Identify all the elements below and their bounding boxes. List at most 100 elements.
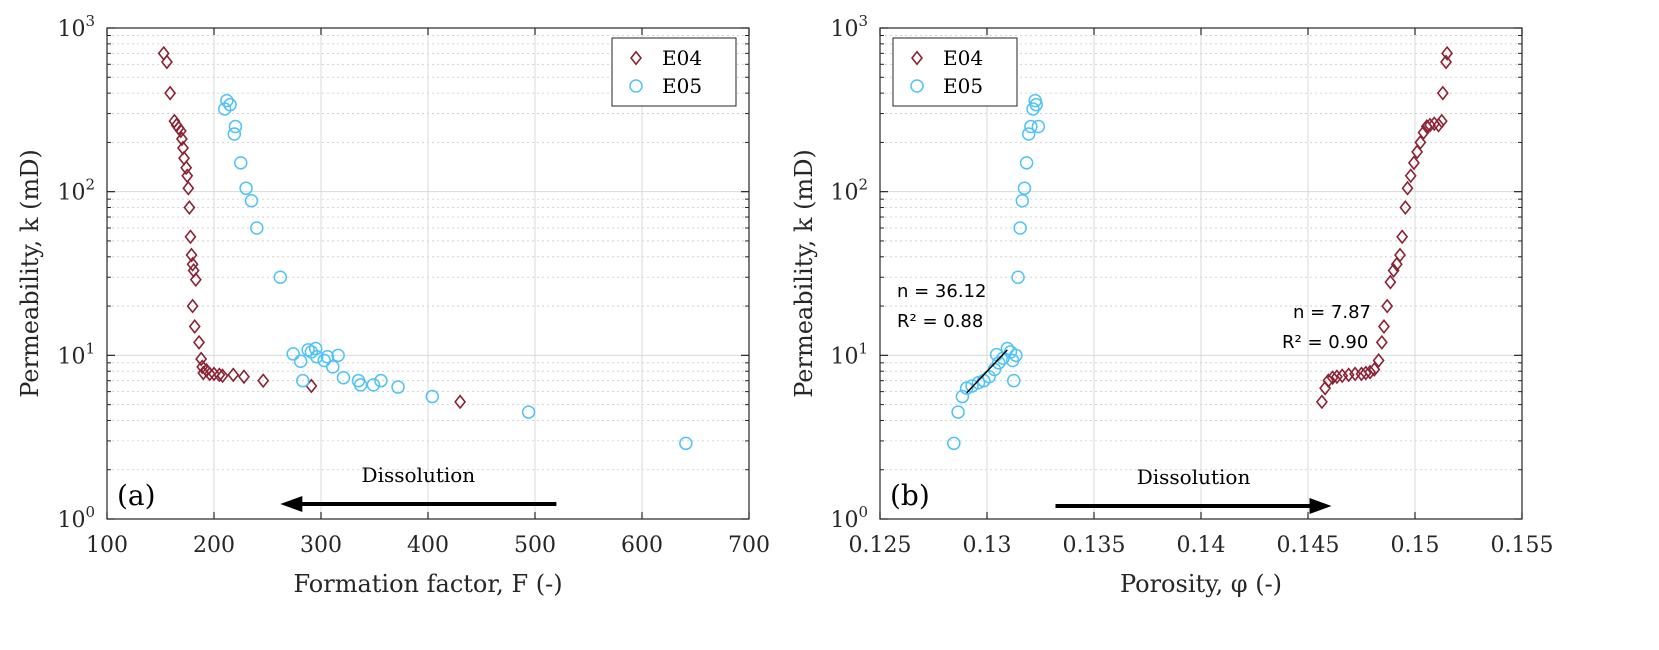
data-point bbox=[185, 247, 198, 263]
legend-entry-e04: E04 bbox=[943, 46, 983, 70]
data-point bbox=[237, 369, 250, 385]
data-point bbox=[228, 119, 243, 134]
data-point bbox=[1396, 229, 1409, 245]
x-tick-label: 0.13 bbox=[963, 533, 1012, 558]
data-point bbox=[1435, 113, 1448, 129]
data-point bbox=[1019, 156, 1034, 170]
series-e05 bbox=[947, 93, 1046, 451]
data-point bbox=[374, 373, 388, 388]
data-point bbox=[1394, 247, 1407, 263]
x-tick-label: 0.135 bbox=[1063, 533, 1126, 558]
data-point bbox=[257, 373, 270, 389]
data-point bbox=[296, 373, 310, 388]
y-axis: 100 101 102 103 bbox=[830, 12, 1522, 533]
data-point bbox=[1315, 394, 1328, 410]
panel-b-porosity: 0.125 0.13 0.135 0.14 0.145 0.15 0.15510010110… bbox=[790, 12, 1553, 598]
x-tick-label: 100 bbox=[86, 533, 128, 558]
data-point bbox=[1031, 119, 1046, 134]
legend-entry-e05: E05 bbox=[943, 74, 983, 98]
x-tick-label: 0.125 bbox=[849, 533, 912, 558]
legend-entry-e04: E04 bbox=[662, 46, 702, 70]
legend-marker bbox=[630, 50, 642, 66]
data-point bbox=[1399, 200, 1412, 216]
data-point bbox=[181, 168, 194, 184]
data-point bbox=[1423, 117, 1436, 133]
x-axis-label: Formation factor, F (-) bbox=[293, 570, 562, 598]
data-point bbox=[1436, 85, 1449, 101]
fit-n-label: n = 36.12 bbox=[897, 281, 986, 302]
data-point bbox=[186, 256, 199, 272]
data-point bbox=[308, 341, 323, 356]
data-point bbox=[1009, 348, 1023, 363]
data-point bbox=[1401, 180, 1414, 196]
y-axis: 100 101 102 103 bbox=[57, 12, 749, 533]
data-point bbox=[1026, 102, 1040, 116]
y-tick-label: 103 bbox=[830, 12, 868, 42]
data-point bbox=[1368, 361, 1381, 377]
data-point bbox=[1326, 370, 1339, 386]
data-point bbox=[425, 389, 440, 404]
x-tick-label: 0.15 bbox=[1391, 533, 1440, 558]
panel-label: (b) bbox=[890, 479, 930, 512]
data-point bbox=[1021, 127, 1036, 141]
data-point bbox=[1384, 274, 1397, 290]
data-point bbox=[1330, 369, 1343, 385]
data-point bbox=[331, 348, 345, 363]
data-point bbox=[955, 389, 970, 404]
data-point bbox=[951, 405, 965, 419]
data-point bbox=[1417, 124, 1430, 140]
dissolution-label: Dissolution bbox=[1137, 465, 1251, 489]
x-tick-label: 0.155 bbox=[1491, 533, 1554, 558]
y-tick-label: 103 bbox=[57, 12, 95, 42]
x-tick-label: 0.14 bbox=[1177, 533, 1226, 558]
data-point bbox=[182, 180, 195, 196]
data-point bbox=[366, 378, 381, 392]
data-point bbox=[273, 270, 288, 284]
data-point bbox=[186, 298, 199, 314]
data-point bbox=[1024, 119, 1038, 134]
x-axis: 100 200 300 400 500 600 700 bbox=[86, 28, 770, 558]
data-points bbox=[947, 45, 1454, 451]
y-axis-label: Permeability, k (mD) bbox=[790, 149, 818, 398]
y-tick-label: 102 bbox=[830, 176, 868, 206]
data-point bbox=[193, 334, 206, 350]
legend-marker bbox=[911, 50, 923, 66]
data-point bbox=[184, 229, 197, 245]
dissolution-label: Dissolution bbox=[362, 463, 476, 487]
data-point bbox=[1432, 117, 1445, 133]
data-point bbox=[195, 351, 208, 367]
data-point bbox=[1007, 373, 1021, 388]
data-point bbox=[220, 93, 234, 108]
series-e04 bbox=[157, 45, 467, 410]
x-tick-label: 0.145 bbox=[1277, 533, 1340, 558]
data-point bbox=[317, 353, 331, 368]
y-tick-label: 101 bbox=[830, 339, 868, 369]
x-tick-label: 500 bbox=[514, 533, 556, 558]
data-point bbox=[188, 319, 201, 334]
data-points bbox=[157, 45, 693, 451]
legend-box bbox=[611, 37, 737, 107]
data-point bbox=[965, 379, 979, 393]
data-point bbox=[293, 354, 308, 369]
data-point bbox=[521, 405, 536, 419]
data-point bbox=[1029, 97, 1043, 112]
data-point bbox=[286, 347, 300, 361]
data-point bbox=[1364, 364, 1377, 380]
y-tick-label: 100 bbox=[830, 503, 868, 533]
x-tick-label: 300 bbox=[300, 533, 342, 558]
y-axis-label: Permeability, k (mD) bbox=[16, 149, 44, 398]
data-point bbox=[1017, 181, 1032, 195]
data-point bbox=[1011, 270, 1025, 284]
data-point bbox=[227, 367, 240, 383]
data-point bbox=[1440, 54, 1453, 70]
y-tick-label: 102 bbox=[57, 176, 95, 206]
panel-label: (a) bbox=[117, 479, 156, 512]
x-tick-label: 700 bbox=[728, 533, 770, 558]
data-point bbox=[1372, 353, 1385, 368]
series-e05 bbox=[217, 93, 693, 451]
data-point bbox=[679, 436, 693, 451]
data-point bbox=[1441, 45, 1454, 61]
